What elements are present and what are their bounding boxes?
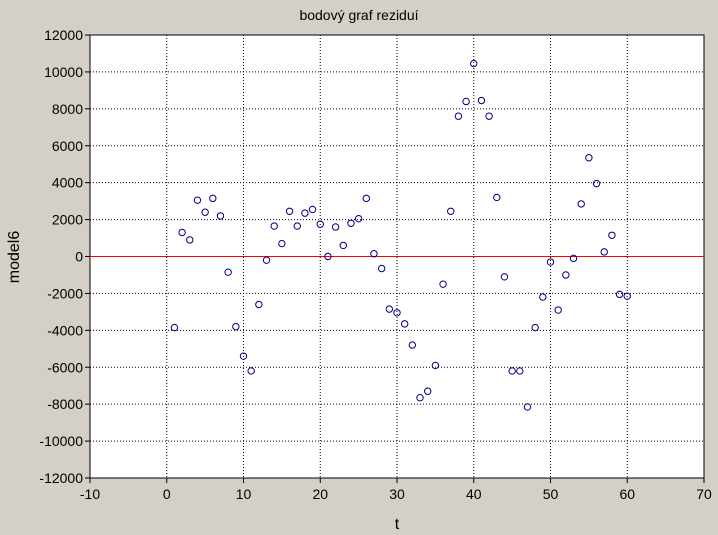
y-tick-label: 0 (75, 249, 83, 265)
y-tick-label: -6000 (47, 359, 83, 375)
data-point (201, 208, 209, 216)
data-point (262, 256, 271, 264)
y-tick-label: 12000 (44, 27, 83, 43)
x-tick-label: -10 (80, 486, 100, 502)
data-point (255, 300, 263, 309)
data-point (523, 403, 532, 411)
data-point (439, 280, 447, 288)
y-tick-label: -8000 (47, 396, 83, 412)
data-point (362, 194, 370, 203)
data-point (170, 323, 179, 332)
x-tick-label: 30 (389, 486, 405, 502)
data-point (493, 193, 501, 202)
x-tick-label: 60 (619, 486, 635, 502)
data-point (324, 252, 332, 261)
chart-title: bodový graf reziduí (299, 7, 418, 23)
data-points (170, 59, 631, 411)
data-point (385, 305, 394, 313)
data-point (370, 250, 378, 258)
data-point (316, 220, 324, 228)
y-tick-label: 2000 (52, 212, 83, 228)
data-point (354, 214, 363, 223)
data-point (247, 367, 255, 375)
data-point (424, 387, 432, 395)
x-tick-label: 10 (236, 486, 252, 502)
data-point (500, 273, 509, 281)
y-tick-label: -2000 (47, 285, 83, 301)
data-point (347, 219, 355, 227)
data-point (224, 268, 232, 276)
tick-labels: -10 0 10 20 30 40 50 60 70 -12000 -10000 -8000 -6000… (39, 27, 712, 502)
data-point (278, 239, 286, 248)
data-point (377, 264, 386, 273)
data-point (516, 367, 524, 375)
data-point (539, 293, 547, 301)
x-axis-label: t (395, 516, 400, 533)
data-point (477, 96, 486, 105)
data-point (408, 341, 417, 349)
data-point (577, 200, 585, 208)
data-point (600, 248, 608, 256)
data-point (554, 306, 562, 314)
data-point (216, 212, 225, 220)
data-point (193, 196, 202, 204)
data-point (393, 309, 401, 317)
data-point (508, 367, 516, 375)
data-point (339, 241, 347, 250)
data-point (462, 97, 470, 106)
data-point (232, 322, 240, 331)
data-point (615, 290, 624, 299)
data-point (178, 228, 186, 237)
data-point (546, 258, 555, 266)
x-tick-label: 0 (163, 486, 171, 502)
data-point (308, 205, 317, 214)
data-point (293, 222, 301, 230)
data-point (569, 254, 578, 263)
data-point (431, 361, 440, 370)
data-point (416, 394, 424, 402)
data-point (270, 222, 278, 230)
data-point (623, 292, 631, 300)
y-tick-label: 8000 (52, 101, 83, 117)
data-point (285, 207, 294, 215)
y-axis-label: model6 (6, 231, 23, 284)
y-tick-label: 4000 (52, 175, 83, 191)
data-point (470, 59, 478, 68)
y-tick-label: -10000 (39, 433, 83, 449)
data-point (331, 223, 340, 231)
data-point (531, 323, 539, 332)
data-point (400, 320, 409, 328)
data-point (485, 112, 493, 120)
data-point (186, 236, 194, 244)
y-tick-label: -12000 (39, 470, 83, 486)
data-point (209, 194, 217, 203)
x-tick-label: 50 (543, 486, 559, 502)
x-tick-label: 70 (696, 486, 712, 502)
data-point (592, 179, 601, 188)
y-tick-label: -4000 (47, 322, 83, 338)
y-tick-label: 10000 (44, 64, 83, 80)
data-point (447, 207, 455, 215)
data-point (585, 154, 593, 162)
x-tick-label: 40 (466, 486, 482, 502)
data-point (608, 231, 616, 239)
y-tick-label: 6000 (52, 138, 83, 154)
x-tick-label: 20 (312, 486, 328, 502)
data-point (301, 209, 309, 217)
data-point (239, 352, 248, 360)
data-point (562, 271, 570, 279)
axis-ticks (85, 34, 705, 483)
data-point (454, 112, 463, 120)
